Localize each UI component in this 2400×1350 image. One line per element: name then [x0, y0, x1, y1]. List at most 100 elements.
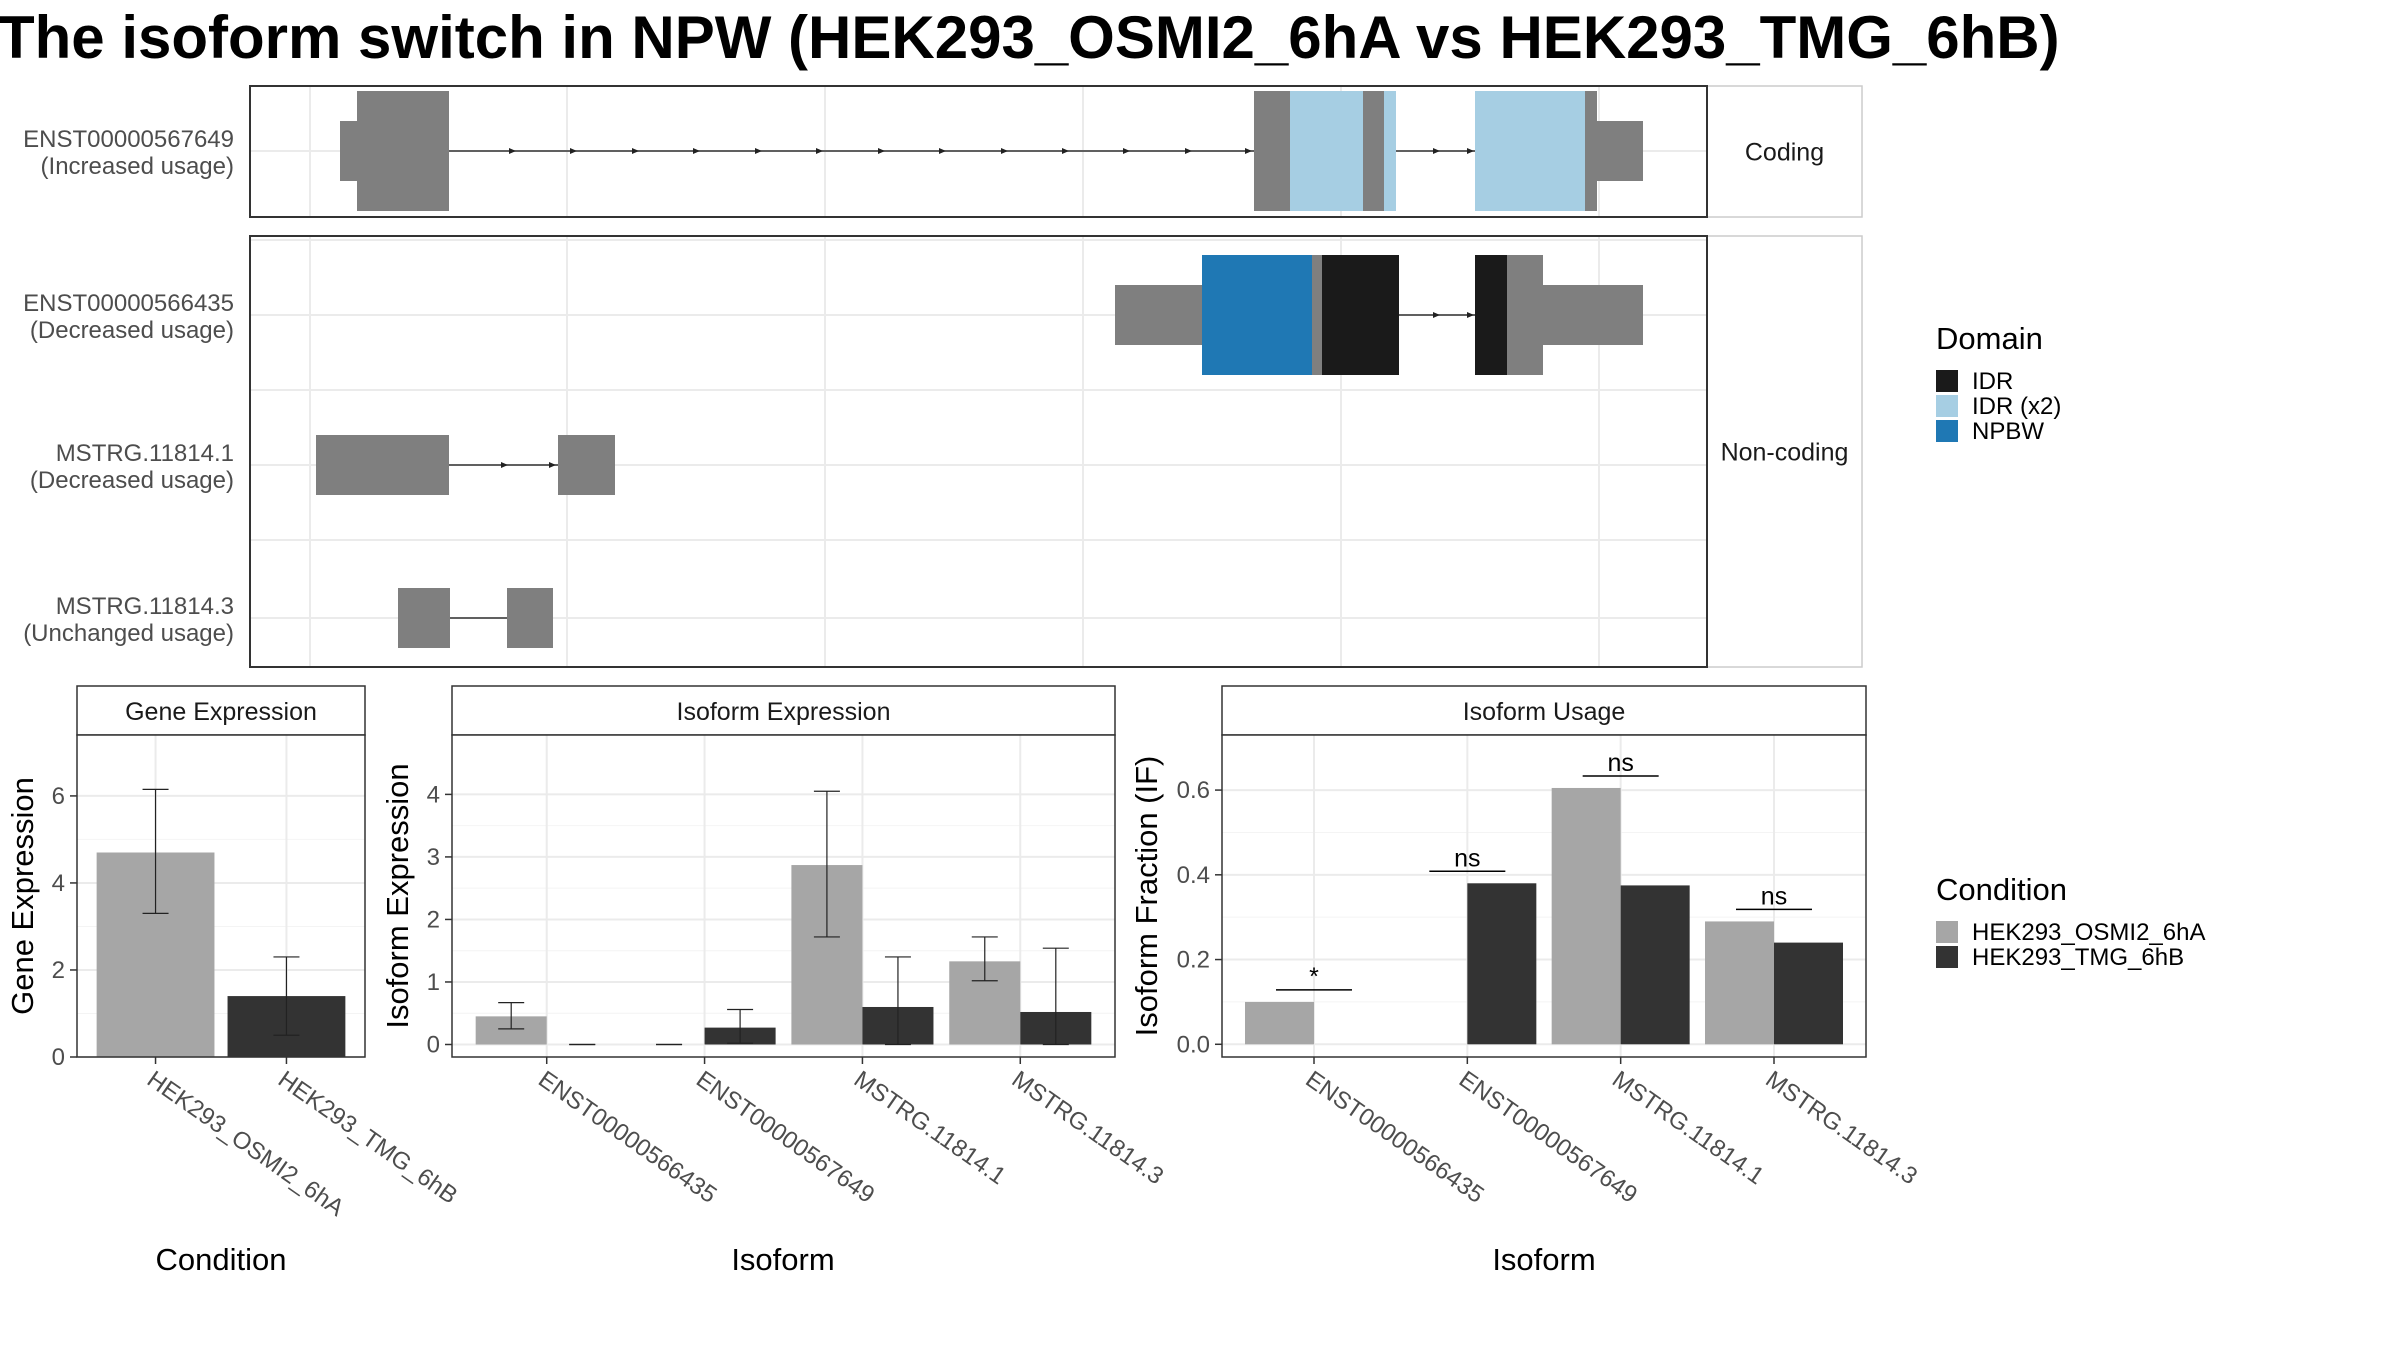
y-tick-label: 0 [427, 1031, 440, 1058]
y-tick-label: 0.6 [1177, 777, 1210, 804]
domain-idr [1322, 255, 1399, 375]
plot-border [451, 734, 1116, 1058]
transcript-usage-label: (Decreased usage) [30, 317, 234, 344]
exon-block [1363, 91, 1384, 211]
panel-background [250, 236, 1707, 667]
significance-label: ns [1607, 749, 1633, 777]
panel-border [249, 235, 1708, 668]
intron-arrow [939, 148, 946, 154]
bar [1245, 1001, 1314, 1045]
x-tick-label: MSTRG.11814.3 [1761, 1066, 1923, 1190]
intron-arrow [755, 148, 762, 154]
condition-legend-label: HEK293_OSMI2_6hA [1972, 919, 2205, 946]
exon-block [507, 588, 553, 648]
non-coding-panel: Non-coding [250, 235, 1863, 668]
expression-bar-charts: Gene Expression0246HEK293_OSMI2_6hAHEK29… [5, 685, 1923, 1277]
panel-strip-label: Gene Expression [125, 698, 317, 726]
exon-block [1585, 91, 1597, 211]
domain-legend-key [1936, 420, 1958, 442]
exon-block [398, 588, 450, 648]
domain-legend-label: IDR [1972, 368, 2013, 395]
exon-block [1254, 91, 1290, 211]
exon-block [558, 435, 615, 495]
facet-strip-label: Coding [1745, 139, 1824, 167]
y-axis-title: Isoform Expression [380, 763, 415, 1028]
bar [1705, 921, 1774, 1045]
transcript-structure-plot: Coding Non-coding ENST00000567649(Increase… [23, 85, 1863, 668]
bar [1620, 885, 1690, 1045]
y-tick-label: 0.2 [1177, 947, 1210, 974]
x-tick-label: MSTRG.11814.1 [849, 1066, 1011, 1190]
intron-arrow [501, 462, 508, 468]
facet-strip [1706, 85, 1863, 218]
exon-block [316, 435, 449, 495]
panel-border [249, 85, 1708, 218]
facet-strip-label: Non-coding [1721, 439, 1849, 467]
transcript-id-label: MSTRG.11814.1 [56, 440, 234, 467]
panel-strip [76, 685, 366, 736]
plot-border [76, 734, 366, 1058]
bar [1551, 787, 1621, 1045]
y-axis-title: Isoform Fraction (IF) [1129, 756, 1164, 1037]
bar [1774, 942, 1843, 1045]
y-axis-title: Gene Expression [5, 777, 40, 1015]
domain-legend-key [1936, 395, 1958, 417]
intron-arrow [1001, 148, 1008, 154]
intron-arrow [878, 148, 885, 154]
domain-idr-x2 [1384, 91, 1396, 211]
transcript-id-label: MSTRG.11814.3 [56, 593, 234, 620]
domain-idr-x2 [1475, 91, 1585, 211]
facet-strip [1706, 235, 1863, 668]
y-tick-label: 6 [52, 783, 65, 810]
significance-label: * [1309, 963, 1319, 991]
intron-arrow [632, 148, 639, 154]
transcript-id-label: ENST00000566435 [23, 290, 234, 317]
significance-label: ns [1761, 882, 1787, 910]
y-tick-label: 2 [52, 957, 65, 984]
y-tick-label: 4 [427, 781, 440, 808]
condition-legend-title: Condition [1936, 872, 2067, 907]
transcript-id-label: ENST00000567649 [23, 126, 234, 153]
utr-exon [1115, 285, 1203, 345]
domain-npbw [1202, 255, 1312, 375]
panel-strip [451, 685, 1116, 736]
panel-strip-label: Isoform Usage [1463, 698, 1626, 726]
x-tick-label: MSTRG.11814.3 [1007, 1066, 1169, 1190]
utr-exon [1543, 285, 1643, 345]
domain-legend-title: Domain [1936, 321, 2043, 356]
significance-label: ns [1454, 844, 1480, 872]
y-tick-label: 3 [427, 844, 440, 871]
bar-chart-isoform-usage: Isoform Usage0.00.20.40.6*nsnsnsENST0000… [1129, 685, 1923, 1277]
plot-border [1221, 734, 1867, 1058]
condition-legend-label: HEK293_TMG_6hB [1972, 944, 2184, 971]
y-tick-label: 1 [427, 969, 440, 996]
x-tick-label: MSTRG.11814.1 [1607, 1066, 1769, 1190]
x-axis-title: Isoform [1492, 1242, 1595, 1277]
intron-arrow [509, 148, 516, 154]
domain-legend-key [1936, 370, 1958, 392]
exon-block [1507, 255, 1543, 375]
condition-legend-key [1936, 921, 1958, 943]
intron-arrow [1433, 312, 1440, 318]
intron-arrow [1467, 312, 1474, 318]
intron-arrow [1467, 148, 1474, 154]
intron-arrow [693, 148, 700, 154]
bar-chart-isoform-expression: Isoform Expression01234ENST00000566435EN… [380, 685, 1169, 1277]
intron-arrow [1185, 148, 1192, 154]
bar [1467, 883, 1537, 1045]
y-tick-label: 0 [52, 1044, 65, 1071]
transcript-usage-label: (Decreased usage) [30, 467, 234, 494]
condition-legend-key [1936, 946, 1958, 968]
exon-block [1312, 255, 1322, 375]
domain-idr [1475, 255, 1507, 375]
intron-arrow [1433, 148, 1440, 154]
domain-legend-label: NPBW [1972, 418, 2044, 445]
domain-idr-x2 [1290, 91, 1363, 211]
panel-strip-label: Isoform Expression [677, 698, 891, 726]
exon-block [357, 91, 449, 211]
transcript-usage-label: (Increased usage) [41, 153, 234, 180]
transcript-usage-label: (Unchanged usage) [23, 620, 234, 647]
